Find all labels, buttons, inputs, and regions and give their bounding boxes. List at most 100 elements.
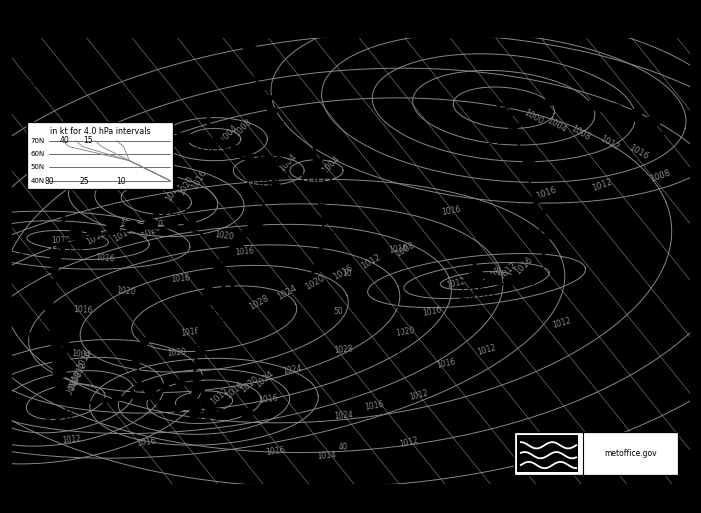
Polygon shape — [196, 347, 208, 357]
Polygon shape — [172, 405, 185, 413]
Text: 1016: 1016 — [422, 306, 442, 319]
Circle shape — [503, 97, 518, 107]
Text: 1024: 1024 — [254, 369, 275, 389]
Text: 1012: 1012 — [598, 134, 621, 152]
Circle shape — [485, 275, 498, 284]
Text: 1004: 1004 — [218, 123, 239, 144]
Circle shape — [144, 132, 157, 142]
Polygon shape — [538, 221, 550, 230]
Circle shape — [125, 135, 139, 144]
Polygon shape — [41, 317, 53, 325]
Polygon shape — [200, 309, 212, 319]
Polygon shape — [50, 254, 62, 263]
Text: 1016: 1016 — [74, 305, 93, 314]
Text: 1023: 1023 — [151, 204, 189, 219]
Circle shape — [503, 275, 517, 285]
Circle shape — [261, 155, 275, 165]
Polygon shape — [57, 353, 70, 361]
Text: 1020: 1020 — [215, 230, 235, 242]
Text: 1020: 1020 — [119, 220, 139, 231]
Text: 1008: 1008 — [393, 241, 416, 259]
Text: 1016: 1016 — [180, 326, 200, 338]
Circle shape — [87, 227, 100, 235]
Text: H: H — [219, 281, 236, 300]
Text: 1008: 1008 — [569, 124, 592, 142]
Circle shape — [93, 146, 107, 155]
Text: 1020: 1020 — [238, 374, 261, 395]
Polygon shape — [55, 242, 67, 250]
Text: 998: 998 — [44, 408, 74, 423]
Text: 1012: 1012 — [590, 177, 613, 193]
Polygon shape — [128, 359, 139, 368]
Polygon shape — [193, 372, 206, 382]
Text: 10: 10 — [116, 177, 125, 186]
Polygon shape — [189, 406, 203, 415]
Circle shape — [230, 146, 244, 155]
Text: 1008: 1008 — [649, 168, 672, 184]
Text: 1016: 1016 — [235, 246, 255, 256]
Text: 1003: 1003 — [191, 141, 230, 155]
Polygon shape — [271, 119, 284, 129]
Text: 1012: 1012 — [208, 386, 230, 406]
Text: 1008: 1008 — [185, 408, 223, 423]
Text: L: L — [470, 259, 483, 278]
Text: 1012: 1012 — [408, 388, 429, 402]
Text: 1000: 1000 — [522, 108, 545, 127]
Text: 50N: 50N — [30, 164, 44, 170]
Bar — [27, 122, 173, 188]
Text: 50: 50 — [334, 307, 343, 317]
Polygon shape — [275, 169, 287, 179]
Polygon shape — [523, 159, 535, 168]
Polygon shape — [44, 279, 55, 288]
Text: 1008: 1008 — [66, 369, 84, 392]
Text: 1016: 1016 — [332, 263, 355, 281]
Polygon shape — [95, 395, 108, 403]
Text: 60N: 60N — [18, 162, 36, 171]
Text: 1020: 1020 — [177, 174, 196, 196]
Circle shape — [125, 221, 138, 230]
Text: 1016: 1016 — [435, 357, 456, 370]
Text: 1001: 1001 — [297, 174, 336, 189]
Text: 80: 80 — [45, 177, 54, 186]
Circle shape — [545, 94, 561, 105]
Text: 1004: 1004 — [320, 154, 341, 175]
Circle shape — [53, 359, 66, 367]
Text: 1016: 1016 — [388, 243, 409, 255]
Polygon shape — [543, 259, 554, 267]
Text: 1024: 1024 — [275, 283, 299, 302]
Circle shape — [55, 381, 67, 389]
Text: 40N: 40N — [18, 332, 36, 341]
Text: 1024: 1024 — [334, 410, 354, 421]
Text: 70N: 70N — [18, 78, 36, 88]
Text: H: H — [162, 175, 178, 194]
Circle shape — [204, 408, 217, 417]
Polygon shape — [510, 122, 522, 131]
Circle shape — [54, 348, 67, 356]
Polygon shape — [192, 397, 204, 407]
Bar — [514, 432, 678, 475]
Polygon shape — [242, 153, 254, 162]
Polygon shape — [216, 140, 229, 148]
Polygon shape — [197, 334, 210, 344]
Bar — [517, 435, 578, 472]
Polygon shape — [316, 252, 329, 261]
Polygon shape — [128, 390, 141, 399]
Polygon shape — [221, 250, 235, 259]
Polygon shape — [243, 46, 257, 55]
Circle shape — [196, 137, 210, 146]
Text: 10: 10 — [342, 269, 352, 279]
Text: L: L — [60, 213, 72, 232]
Polygon shape — [213, 261, 227, 270]
Circle shape — [64, 161, 78, 170]
Polygon shape — [519, 147, 531, 155]
Text: 25: 25 — [80, 177, 90, 186]
Circle shape — [645, 117, 660, 127]
Text: 1012: 1012 — [51, 235, 71, 245]
Text: 1020: 1020 — [153, 219, 173, 230]
Polygon shape — [314, 192, 327, 201]
Circle shape — [222, 411, 235, 419]
Circle shape — [566, 96, 582, 106]
Text: 1020: 1020 — [395, 326, 415, 338]
Text: 1016: 1016 — [95, 253, 115, 263]
Text: 15: 15 — [83, 135, 93, 145]
